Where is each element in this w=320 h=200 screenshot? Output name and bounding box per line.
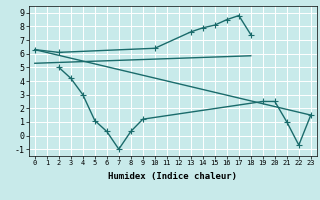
X-axis label: Humidex (Indice chaleur): Humidex (Indice chaleur) [108, 172, 237, 181]
